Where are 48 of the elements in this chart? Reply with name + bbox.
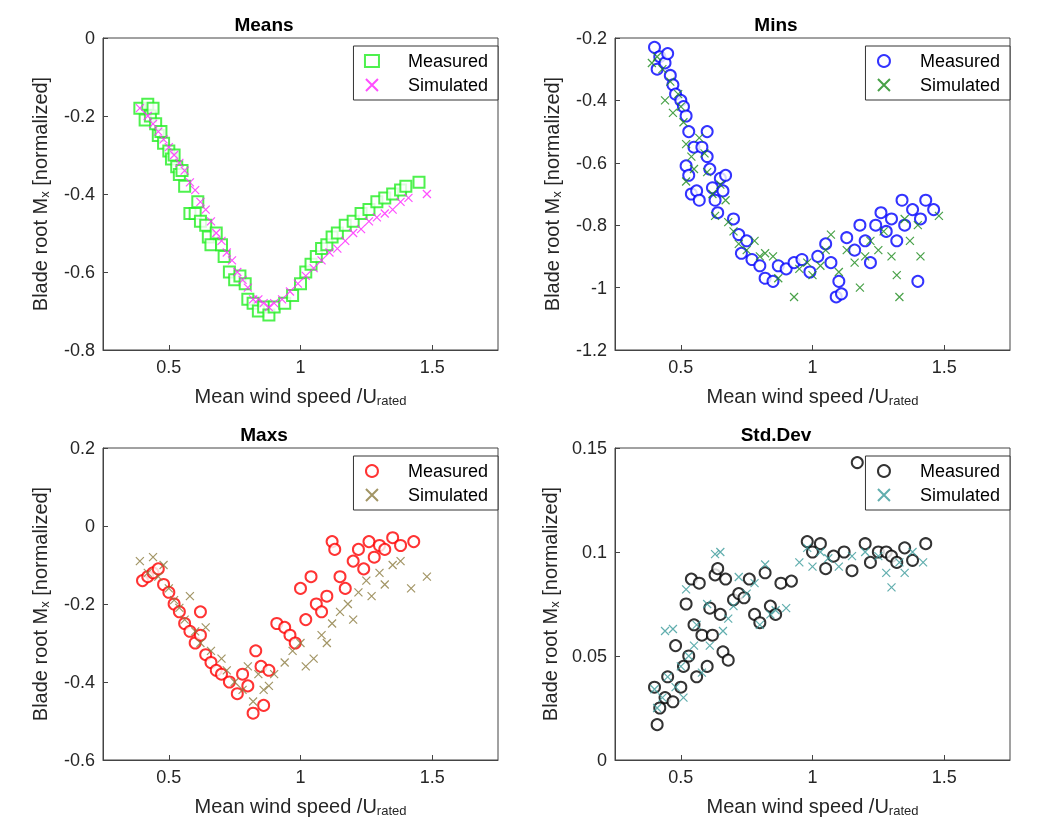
x-tick-label: 1 xyxy=(295,357,306,377)
chart-title: Mins xyxy=(754,14,798,35)
chart-title: Means xyxy=(234,14,294,35)
chart-title: Maxs xyxy=(240,424,288,445)
legend-label: Simulated xyxy=(407,485,488,505)
y-tick-label: -1 xyxy=(590,277,607,298)
x-tick-label: 1 xyxy=(295,767,306,787)
x-tick-label: 0.5 xyxy=(668,357,694,377)
x-tick-label: 1.5 xyxy=(931,767,957,787)
legend-label: Measured xyxy=(919,51,1000,71)
x-tick-label: 1.5 xyxy=(419,357,445,377)
y-tick-label: -0.2 xyxy=(63,106,95,126)
legend-label: Measured xyxy=(407,461,488,481)
y-tick-label: -0.6 xyxy=(63,750,95,770)
y-tick-label: -0.4 xyxy=(575,90,607,111)
y-tick-label: 0 xyxy=(84,516,95,536)
x-tick-label: 0.5 xyxy=(668,767,694,787)
y-tick-label: 0 xyxy=(596,750,607,770)
y-axis-title: Blade root Mx [normalized] xyxy=(538,486,563,722)
y-tick-label: -0.4 xyxy=(63,672,95,692)
y-tick-label: 0.1 xyxy=(581,542,607,562)
x-tick-label: 1 xyxy=(807,767,818,787)
x-tick-label: 0.5 xyxy=(156,767,182,787)
y-axis-title: Blade root Mx [normalized] xyxy=(28,486,52,722)
y-tick-label: -0.2 xyxy=(63,594,95,614)
x-tick-label: 1 xyxy=(807,357,818,377)
y-axis-title: Blade root Mx [normalized] xyxy=(540,76,564,312)
x-tick-label: 1.5 xyxy=(931,357,957,377)
legend-label: Measured xyxy=(919,461,1000,481)
x-tick-label: 1.5 xyxy=(419,767,445,787)
y-tick-label: 0.05 xyxy=(571,646,607,666)
y-tick-label: -0.8 xyxy=(63,340,95,360)
y-tick-label: 0.2 xyxy=(69,438,95,458)
y-tick-label: 0 xyxy=(84,28,95,48)
y-tick-label: -0.4 xyxy=(63,184,95,204)
legend-label: Simulated xyxy=(919,485,1000,505)
legend-label: Simulated xyxy=(407,75,488,95)
chart-title: Std.Dev xyxy=(740,424,812,445)
y-tick-label: -0.2 xyxy=(575,28,607,48)
y-tick-label: -0.6 xyxy=(63,262,95,282)
x-tick-label: 0.5 xyxy=(156,357,182,377)
y-tick-label: -0.6 xyxy=(575,152,607,173)
y-tick-label: -1.2 xyxy=(575,340,607,360)
legend-label: Measured xyxy=(407,51,488,71)
legend-label: Simulated xyxy=(919,75,1000,95)
y-axis-title: Blade root Mx [normalized] xyxy=(28,76,52,312)
y-tick-label: 0.15 xyxy=(571,438,607,458)
y-tick-label: -0.8 xyxy=(575,215,607,236)
